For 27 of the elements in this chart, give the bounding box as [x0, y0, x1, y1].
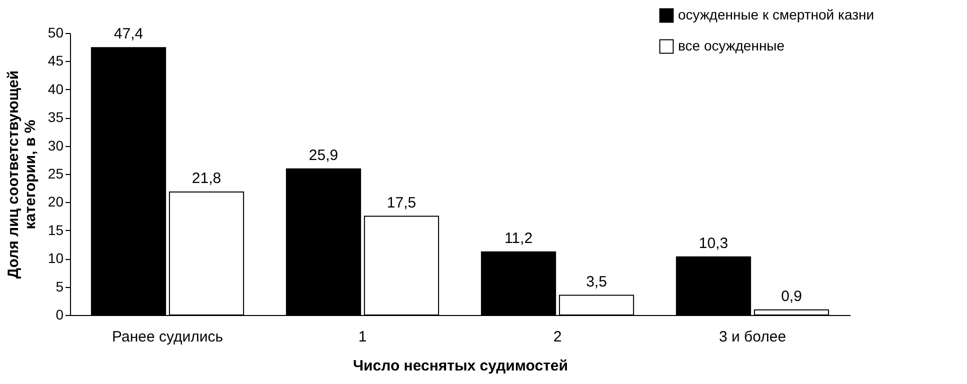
y-tick-label: 40	[48, 80, 64, 97]
y-tick-label: 35	[48, 109, 64, 126]
x-tick-label: 1	[358, 328, 367, 346]
x-tick-label: 2	[553, 328, 562, 346]
y-tick-label: 0	[56, 306, 64, 322]
data-label: 10,3	[698, 234, 728, 252]
y-tick-label: 5	[56, 278, 64, 294]
x-tick-label: Ранее судились	[112, 328, 224, 346]
legend-label: все осужденные	[678, 38, 785, 54]
data-label: 21,8	[192, 170, 222, 188]
data-label: 47,4	[114, 26, 144, 43]
data-label: 3,5	[586, 273, 607, 290]
legend-label: осужденные к смертной казни	[678, 6, 874, 22]
y-tick-label: 45	[48, 52, 64, 69]
y-tick-label: 30	[48, 137, 64, 154]
y-tick-label: 10	[48, 250, 64, 266]
y-axis-title: Доля лиц соответствующей категории, в %	[4, 70, 39, 279]
data-label: 11,2	[504, 230, 533, 247]
data-label: 25,9	[308, 146, 338, 164]
data-label: 17,5	[386, 194, 416, 212]
y-tick-label: 20	[48, 194, 64, 210]
y-tick-label: 50	[48, 24, 64, 40]
data-label: 0,9	[781, 288, 802, 305]
y-tick-label: 25	[48, 166, 64, 182]
x-axis-title: Число неснятых судимостей	[353, 358, 568, 374]
x-tick-label: 3 и более	[718, 328, 786, 346]
y-tick-label: 15	[48, 222, 64, 238]
